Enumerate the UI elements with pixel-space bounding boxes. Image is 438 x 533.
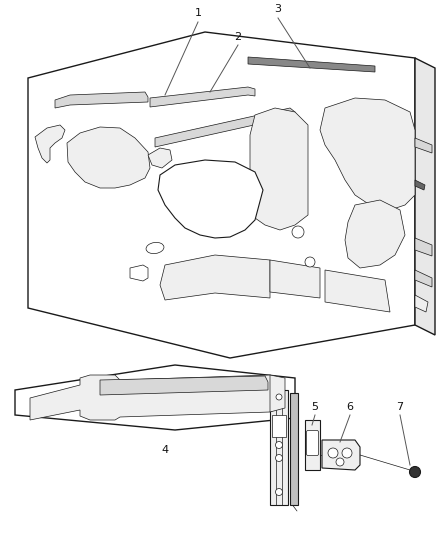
Polygon shape xyxy=(160,255,270,300)
Circle shape xyxy=(342,448,352,458)
Ellipse shape xyxy=(146,243,164,254)
Circle shape xyxy=(276,455,283,462)
Circle shape xyxy=(410,466,420,478)
Polygon shape xyxy=(305,420,320,470)
Polygon shape xyxy=(35,125,65,163)
Polygon shape xyxy=(67,127,150,188)
Polygon shape xyxy=(100,376,268,395)
Circle shape xyxy=(328,448,338,458)
Polygon shape xyxy=(345,200,405,268)
Polygon shape xyxy=(415,58,435,335)
Text: 1: 1 xyxy=(194,8,201,18)
Text: 3: 3 xyxy=(275,4,282,14)
FancyBboxPatch shape xyxy=(307,431,318,456)
Polygon shape xyxy=(250,108,308,230)
Polygon shape xyxy=(290,393,298,505)
Polygon shape xyxy=(415,138,432,153)
Text: 4: 4 xyxy=(162,445,169,455)
Polygon shape xyxy=(150,87,255,107)
Polygon shape xyxy=(30,375,278,420)
Circle shape xyxy=(276,394,282,400)
Polygon shape xyxy=(248,57,375,72)
Polygon shape xyxy=(155,108,295,147)
Circle shape xyxy=(292,226,304,238)
Polygon shape xyxy=(325,270,390,312)
Text: 5: 5 xyxy=(311,402,318,412)
Text: 7: 7 xyxy=(396,402,403,412)
Polygon shape xyxy=(270,375,285,412)
Polygon shape xyxy=(55,92,148,108)
Circle shape xyxy=(305,257,315,267)
Polygon shape xyxy=(415,238,432,256)
Text: 2: 2 xyxy=(234,32,242,42)
Polygon shape xyxy=(158,160,263,238)
Polygon shape xyxy=(15,365,295,430)
Polygon shape xyxy=(322,440,360,470)
Polygon shape xyxy=(320,98,415,210)
Polygon shape xyxy=(28,32,415,358)
Polygon shape xyxy=(270,390,288,505)
Polygon shape xyxy=(270,260,320,298)
Circle shape xyxy=(276,441,283,448)
Polygon shape xyxy=(148,148,172,168)
Circle shape xyxy=(336,458,344,466)
Circle shape xyxy=(276,489,283,496)
Polygon shape xyxy=(130,265,148,281)
Polygon shape xyxy=(415,295,428,312)
Bar xyxy=(272,415,286,437)
Text: 6: 6 xyxy=(346,402,353,412)
Polygon shape xyxy=(415,180,425,190)
Polygon shape xyxy=(415,270,432,287)
